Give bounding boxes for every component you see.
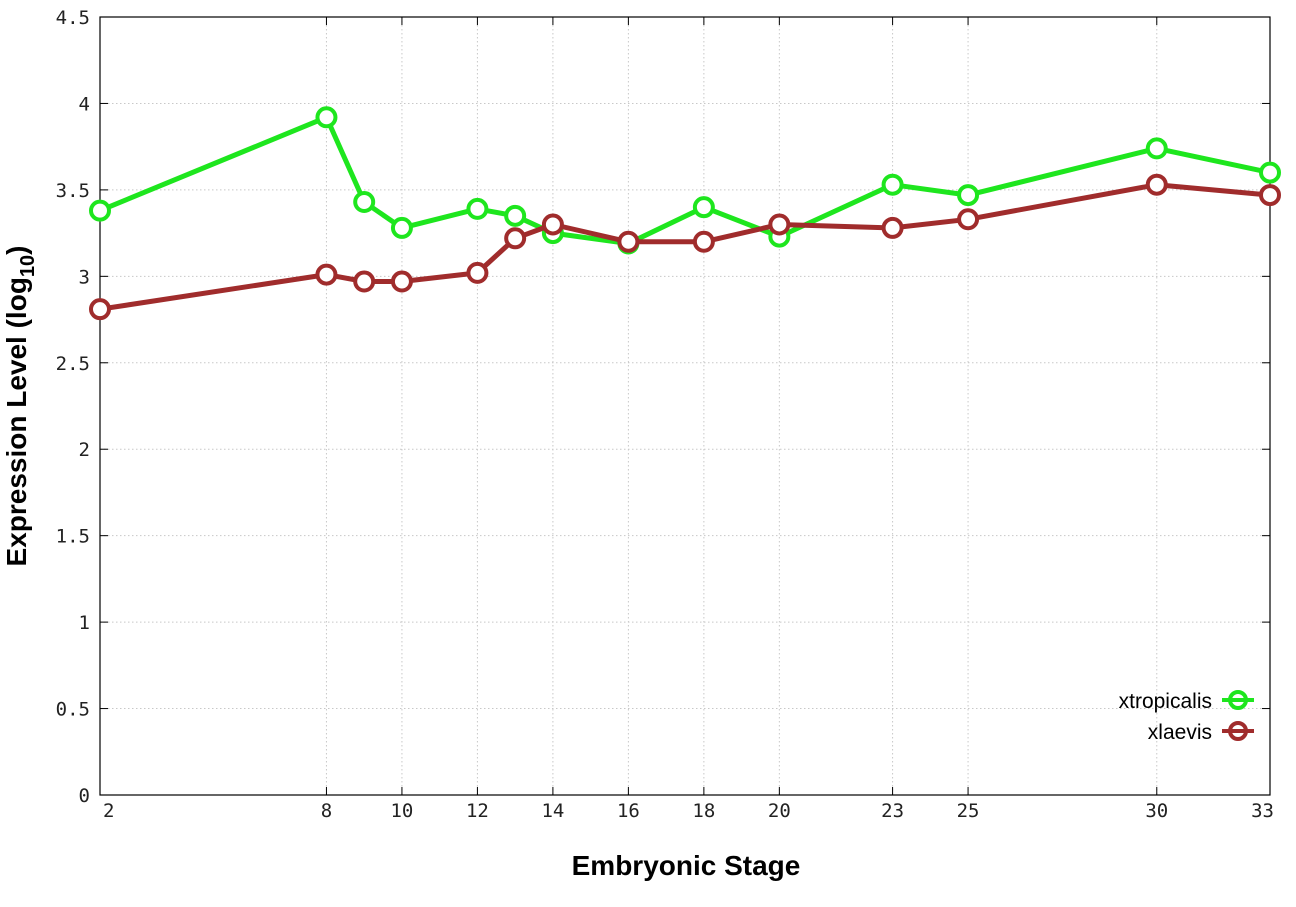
x-tick-label: 8: [321, 800, 332, 822]
plot-frame: [99, 16, 1271, 796]
x-tick-label: 33: [1251, 800, 1274, 822]
y-axis-title: Expression Level (log10): [1, 246, 39, 567]
data-point-xlaevis: [315, 263, 338, 286]
series-xlaevis: [89, 173, 1281, 321]
x-tick-label: 20: [768, 800, 791, 822]
x-tick-label: 30: [1145, 800, 1168, 822]
legend-marker-xtropicalis: [1228, 690, 1248, 710]
y-tick-label: 4: [79, 93, 90, 115]
data-point-xlaevis: [692, 230, 715, 253]
data-point-xtropicalis: [89, 199, 111, 222]
series-line-xlaevis: [99, 182, 1271, 312]
x-tick-label: 18: [692, 800, 715, 822]
x-tick-label: 25: [957, 800, 980, 822]
data-point-xlaevis: [390, 270, 413, 293]
series-xtropicalis: [89, 106, 1281, 255]
grid: [100, 17, 1270, 795]
data-point-xlaevis: [89, 298, 111, 321]
y-tick-label: 2: [79, 439, 90, 461]
data-point-xlaevis: [541, 213, 564, 236]
y-tick-label: 4.5: [56, 7, 90, 29]
legend-label-xtropicalis: xtropicalis: [1119, 690, 1212, 713]
x-tick-label: 2: [103, 800, 114, 822]
data-point-xlaevis: [504, 227, 527, 250]
data-point-xtropicalis: [353, 190, 376, 213]
x-tick-label: 16: [617, 800, 640, 822]
data-point-xlaevis: [1259, 184, 1281, 207]
data-point-xlaevis: [617, 230, 640, 253]
x-axis-title: Embryonic Stage: [572, 850, 801, 881]
legend-label-xlaevis: xlaevis: [1148, 721, 1212, 744]
series-line-xtropicalis: [99, 114, 1271, 246]
y-tick-label: 1.5: [56, 526, 90, 548]
data-point-xlaevis: [466, 261, 489, 284]
data-point-xtropicalis: [390, 216, 413, 239]
data-point-xtropicalis: [957, 184, 980, 207]
axis-ticks: 0 0.5 1 1.5 2 2.5 3 3.5 4 4.5 2 8 10 12 14 16 18 20 23 25 30…: [56, 7, 1274, 822]
y-tick-label: 2.5: [56, 353, 90, 375]
legend: xtropicalis xlaevis: [1119, 690, 1254, 744]
data-point-xlaevis: [1145, 173, 1168, 196]
data-point-xtropicalis: [315, 106, 338, 129]
data-point-xtropicalis: [466, 197, 489, 220]
x-tick-label: 23: [881, 800, 904, 822]
x-tick-label: 10: [390, 800, 413, 822]
legend-marker-xlaevis: [1228, 721, 1248, 741]
y-tick-label: 1: [79, 612, 90, 634]
y-tick-label: 3.5: [56, 180, 90, 202]
y-axis-title-main: Expression Level (log: [1, 277, 32, 566]
data-point-xtropicalis: [692, 196, 715, 219]
data-point-xtropicalis: [881, 173, 904, 196]
data-point-xtropicalis: [504, 204, 527, 227]
data-point-xlaevis: [957, 208, 980, 231]
data-point-xlaevis: [881, 216, 904, 239]
x-tick-label: 14: [541, 800, 564, 822]
y-tick-label: 0.5: [56, 699, 90, 721]
data-point-xtropicalis: [1259, 161, 1281, 184]
y-tick-label: 0: [79, 785, 90, 807]
y-axis-title-close: ): [1, 246, 32, 255]
data-point-xlaevis: [768, 213, 791, 236]
data-point-xlaevis: [353, 270, 376, 293]
x-tick-label: 12: [466, 800, 489, 822]
y-axis-title-subscript: 10: [17, 255, 39, 277]
series-layer: [89, 106, 1281, 321]
y-tick-label: 3: [79, 266, 90, 288]
data-point-xtropicalis: [1145, 137, 1168, 160]
